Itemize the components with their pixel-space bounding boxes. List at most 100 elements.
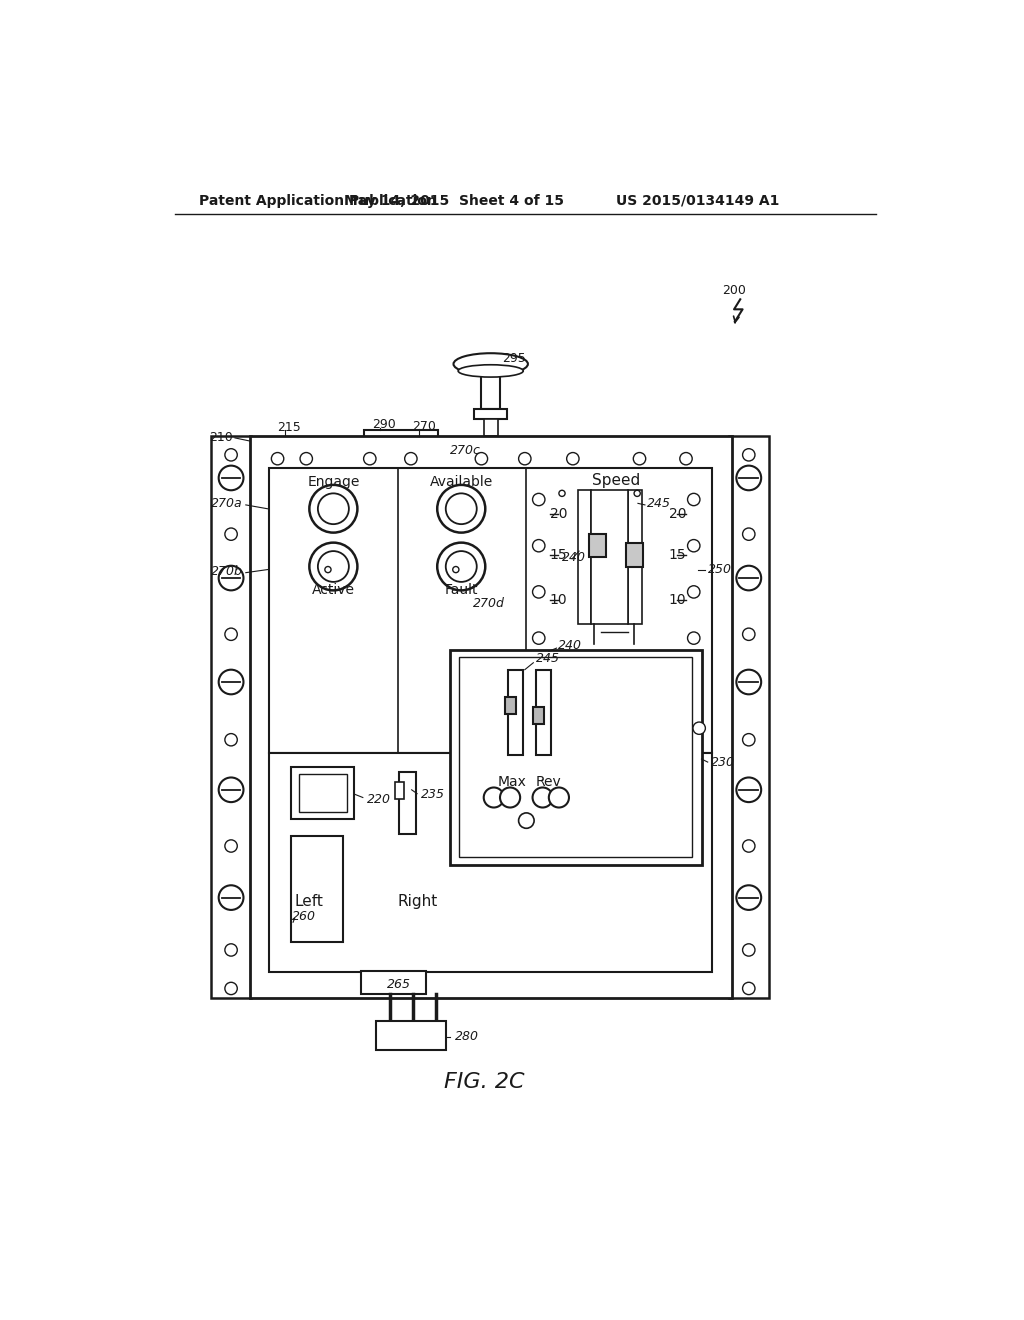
Circle shape bbox=[219, 777, 244, 803]
Bar bbox=[250, 436, 732, 998]
Text: 10: 10 bbox=[669, 594, 686, 607]
Bar bbox=[459, 656, 692, 857]
Circle shape bbox=[225, 628, 238, 640]
Circle shape bbox=[736, 886, 761, 909]
Text: 15: 15 bbox=[550, 548, 567, 562]
Circle shape bbox=[219, 886, 244, 909]
Bar bbox=[626, 544, 643, 566]
Text: Available: Available bbox=[430, 475, 493, 488]
Circle shape bbox=[309, 543, 357, 590]
Circle shape bbox=[325, 566, 331, 573]
Circle shape bbox=[742, 944, 755, 956]
Circle shape bbox=[736, 669, 761, 694]
Text: 10: 10 bbox=[550, 594, 567, 607]
Circle shape bbox=[445, 494, 477, 524]
Text: 290: 290 bbox=[372, 417, 396, 430]
Bar bbox=[592, 490, 628, 624]
Bar bbox=[474, 409, 507, 418]
Text: 240: 240 bbox=[558, 639, 582, 652]
Circle shape bbox=[742, 734, 755, 746]
Text: 240: 240 bbox=[562, 550, 586, 564]
Circle shape bbox=[742, 628, 755, 640]
Bar bbox=[589, 535, 606, 557]
Text: 270a: 270a bbox=[211, 496, 243, 510]
Ellipse shape bbox=[458, 364, 523, 378]
Circle shape bbox=[219, 669, 244, 694]
Text: 270d: 270d bbox=[473, 597, 505, 610]
Circle shape bbox=[225, 734, 238, 746]
Text: Engage: Engage bbox=[307, 475, 359, 488]
Circle shape bbox=[736, 566, 761, 590]
Bar bbox=[628, 490, 642, 624]
Circle shape bbox=[453, 566, 459, 573]
Circle shape bbox=[742, 449, 755, 461]
Text: Patent Application Publication: Patent Application Publication bbox=[200, 194, 437, 207]
Circle shape bbox=[225, 840, 238, 853]
Bar bbox=[508, 671, 523, 755]
Circle shape bbox=[742, 528, 755, 540]
Bar bbox=[578, 490, 592, 624]
Bar bbox=[360, 970, 426, 994]
Text: Right: Right bbox=[397, 894, 438, 909]
Bar bbox=[450, 649, 701, 866]
Text: 215: 215 bbox=[278, 421, 301, 434]
Bar bbox=[729, 436, 769, 998]
Circle shape bbox=[219, 566, 244, 590]
Bar bbox=[394, 781, 403, 799]
Bar bbox=[534, 708, 544, 725]
Circle shape bbox=[225, 944, 238, 956]
Text: 260: 260 bbox=[292, 911, 316, 924]
Text: Rev: Rev bbox=[536, 775, 562, 789]
Circle shape bbox=[518, 813, 535, 829]
Text: 270c: 270c bbox=[450, 445, 480, 458]
Circle shape bbox=[219, 466, 244, 490]
Text: 265: 265 bbox=[387, 978, 412, 991]
Text: 220: 220 bbox=[367, 792, 391, 805]
Text: Fault: Fault bbox=[444, 582, 478, 597]
Text: Speed: Speed bbox=[592, 473, 640, 488]
Circle shape bbox=[317, 552, 349, 582]
Circle shape bbox=[437, 543, 485, 590]
Bar bbox=[291, 836, 343, 942]
Circle shape bbox=[445, 552, 477, 582]
Bar bbox=[376, 1020, 445, 1051]
Bar bbox=[299, 774, 346, 812]
Bar bbox=[365, 430, 438, 455]
Circle shape bbox=[225, 982, 238, 995]
Text: May 14, 2015  Sheet 4 of 15: May 14, 2015 Sheet 4 of 15 bbox=[343, 194, 563, 207]
Text: 295: 295 bbox=[503, 352, 526, 366]
Bar bbox=[269, 752, 713, 973]
Ellipse shape bbox=[454, 354, 528, 375]
Text: 245: 245 bbox=[537, 652, 560, 665]
Circle shape bbox=[742, 840, 755, 853]
Text: Max: Max bbox=[498, 775, 526, 789]
Circle shape bbox=[309, 484, 357, 532]
Bar bbox=[291, 767, 354, 818]
Text: 245: 245 bbox=[647, 496, 672, 510]
Text: 200: 200 bbox=[722, 284, 746, 297]
Text: 20: 20 bbox=[550, 507, 567, 521]
Circle shape bbox=[317, 494, 349, 524]
Text: 230: 230 bbox=[711, 756, 735, 770]
Text: 20: 20 bbox=[669, 507, 686, 521]
Bar bbox=[536, 671, 551, 755]
Text: 280: 280 bbox=[455, 1031, 479, 1044]
Circle shape bbox=[532, 788, 553, 808]
Text: 15: 15 bbox=[669, 548, 686, 562]
Circle shape bbox=[736, 466, 761, 490]
Bar bbox=[506, 697, 516, 714]
Bar bbox=[481, 375, 500, 409]
Circle shape bbox=[736, 777, 761, 803]
Circle shape bbox=[225, 528, 238, 540]
Circle shape bbox=[742, 982, 755, 995]
Circle shape bbox=[549, 788, 569, 808]
Text: 270: 270 bbox=[413, 420, 436, 433]
Circle shape bbox=[437, 484, 485, 532]
Text: US 2015/0134149 A1: US 2015/0134149 A1 bbox=[616, 194, 779, 207]
Text: FIG. 2C: FIG. 2C bbox=[444, 1072, 524, 1093]
Circle shape bbox=[693, 722, 706, 734]
Text: Active: Active bbox=[312, 582, 355, 597]
Circle shape bbox=[500, 788, 520, 808]
Text: Left: Left bbox=[295, 894, 324, 909]
Circle shape bbox=[483, 788, 504, 808]
